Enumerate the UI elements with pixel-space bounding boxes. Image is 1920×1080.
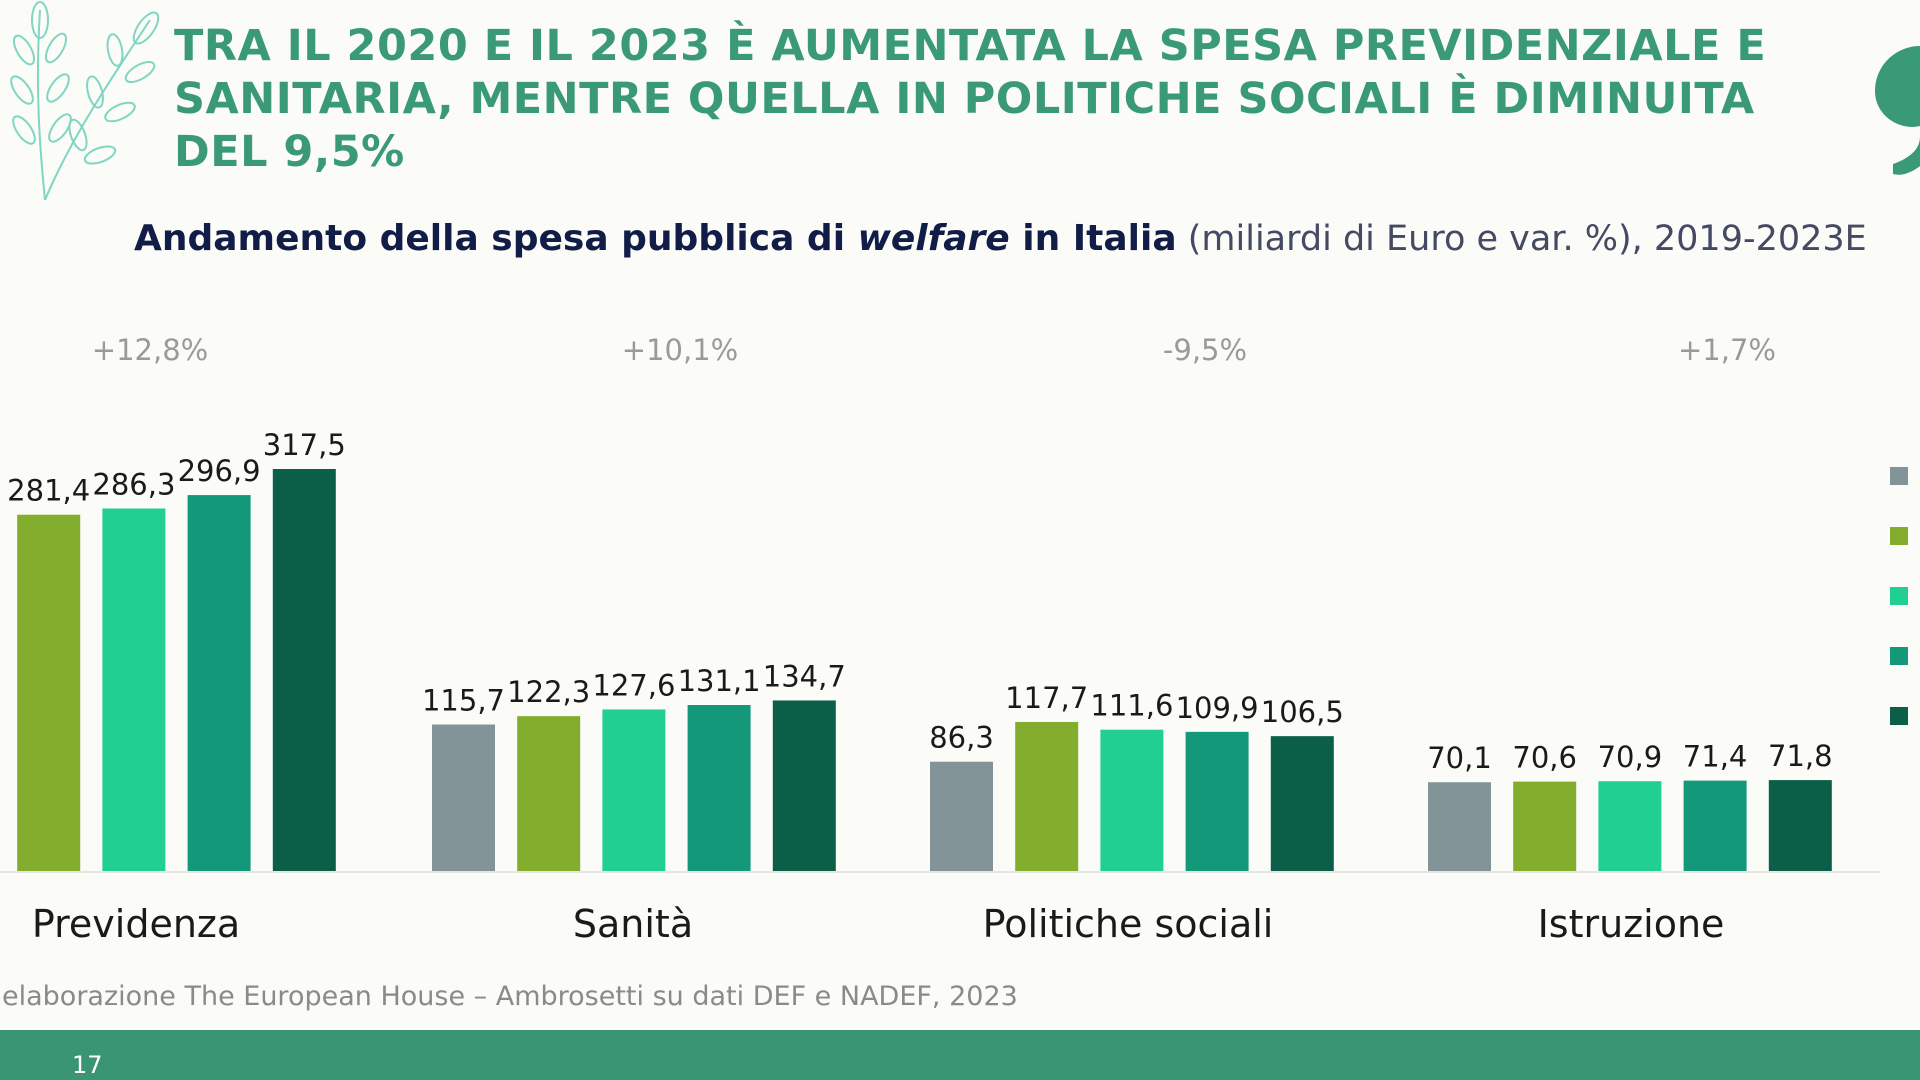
category-label: Politiche sociali bbox=[983, 902, 1274, 946]
bar bbox=[1513, 781, 1577, 871]
headline: TRA IL 2020 E IL 2023 È AUMENTATA LA SPE… bbox=[174, 20, 1854, 179]
source-note: elaborazione The European House – Ambros… bbox=[2, 981, 1018, 1012]
bar-value-label: 70,1 bbox=[1427, 741, 1492, 775]
footer-bar bbox=[0, 1030, 1920, 1080]
bar-value-label: 296,9 bbox=[178, 454, 261, 488]
bar-value-label: 71,4 bbox=[1683, 740, 1748, 774]
bar-value-label: 71,8 bbox=[1768, 739, 1833, 773]
bar bbox=[517, 716, 581, 871]
bar-value-label: 286,3 bbox=[92, 468, 175, 502]
subtitle-bold-1: Andamento della spesa pubblica di bbox=[134, 218, 858, 259]
bar bbox=[1270, 736, 1334, 871]
change-label: -9,5% bbox=[1163, 333, 1247, 367]
bar bbox=[772, 700, 836, 871]
legend-swatch bbox=[1890, 467, 1908, 485]
bar-value-label: 127,6 bbox=[592, 668, 675, 702]
bar bbox=[17, 514, 81, 871]
bar-value-label: 117,7 bbox=[1005, 681, 1088, 715]
change-label: +10,1% bbox=[622, 333, 738, 367]
bar bbox=[272, 469, 336, 871]
headline-line-1: TRA IL 2020 E IL 2023 È AUMENTATA LA SPE… bbox=[174, 21, 1767, 71]
page-number: 17 bbox=[72, 1051, 103, 1079]
bar-value-label: 317,5 bbox=[263, 428, 346, 462]
legend-swatch bbox=[1890, 707, 1908, 725]
bar bbox=[1768, 780, 1832, 871]
change-label: +1,7% bbox=[1678, 333, 1776, 367]
bar bbox=[1598, 781, 1662, 871]
bar bbox=[102, 508, 166, 871]
legend-swatch bbox=[1890, 527, 1908, 545]
bar bbox=[1428, 782, 1491, 871]
chart-subtitle: Andamento della spesa pubblica di welfar… bbox=[134, 218, 1914, 259]
bar-value-label: 134,7 bbox=[763, 659, 846, 693]
category-label: Istruzione bbox=[1538, 902, 1725, 946]
bar bbox=[930, 761, 993, 871]
change-label: +12,8% bbox=[92, 333, 208, 367]
category-label: Previdenza bbox=[32, 902, 240, 946]
bar-value-label: 106,5 bbox=[1261, 695, 1344, 729]
bar-value-label: 86,3 bbox=[929, 721, 994, 755]
category-label: Sanità bbox=[573, 902, 693, 946]
bar-value-label: 70,9 bbox=[1598, 740, 1663, 774]
bar-value-label: 122,3 bbox=[507, 675, 590, 709]
bar-value-label: 109,9 bbox=[1176, 691, 1259, 725]
bar bbox=[1100, 729, 1164, 871]
bar bbox=[1015, 721, 1079, 871]
bar-value-label: 111,6 bbox=[1090, 689, 1173, 723]
bar-value-label: 281,4 bbox=[7, 474, 90, 508]
bar-value-label: 115,7 bbox=[422, 684, 505, 718]
subtitle-units: (miliardi di Euro e var. %), 2019-2023E bbox=[1176, 219, 1867, 259]
headline-line-2: SANITARIA, MENTRE QUELLA IN POLITICHE SO… bbox=[174, 74, 1755, 177]
bar bbox=[687, 705, 751, 871]
bar-value-label: 70,6 bbox=[1512, 741, 1577, 775]
bar bbox=[1683, 780, 1747, 871]
subtitle-bold-italic: welfare bbox=[857, 218, 1010, 259]
legend-swatch bbox=[1890, 587, 1908, 605]
legend-swatch bbox=[1890, 647, 1908, 665]
subtitle-bold-2: in Italia bbox=[1009, 218, 1177, 259]
bar bbox=[602, 709, 666, 871]
bar bbox=[1185, 731, 1249, 871]
bar bbox=[187, 495, 251, 871]
bar-value-label: 131,1 bbox=[678, 664, 761, 698]
bar bbox=[432, 724, 495, 871]
leaf-branch-icon bbox=[10, 1, 160, 201]
quote-mark-icon bbox=[1875, 46, 1920, 175]
